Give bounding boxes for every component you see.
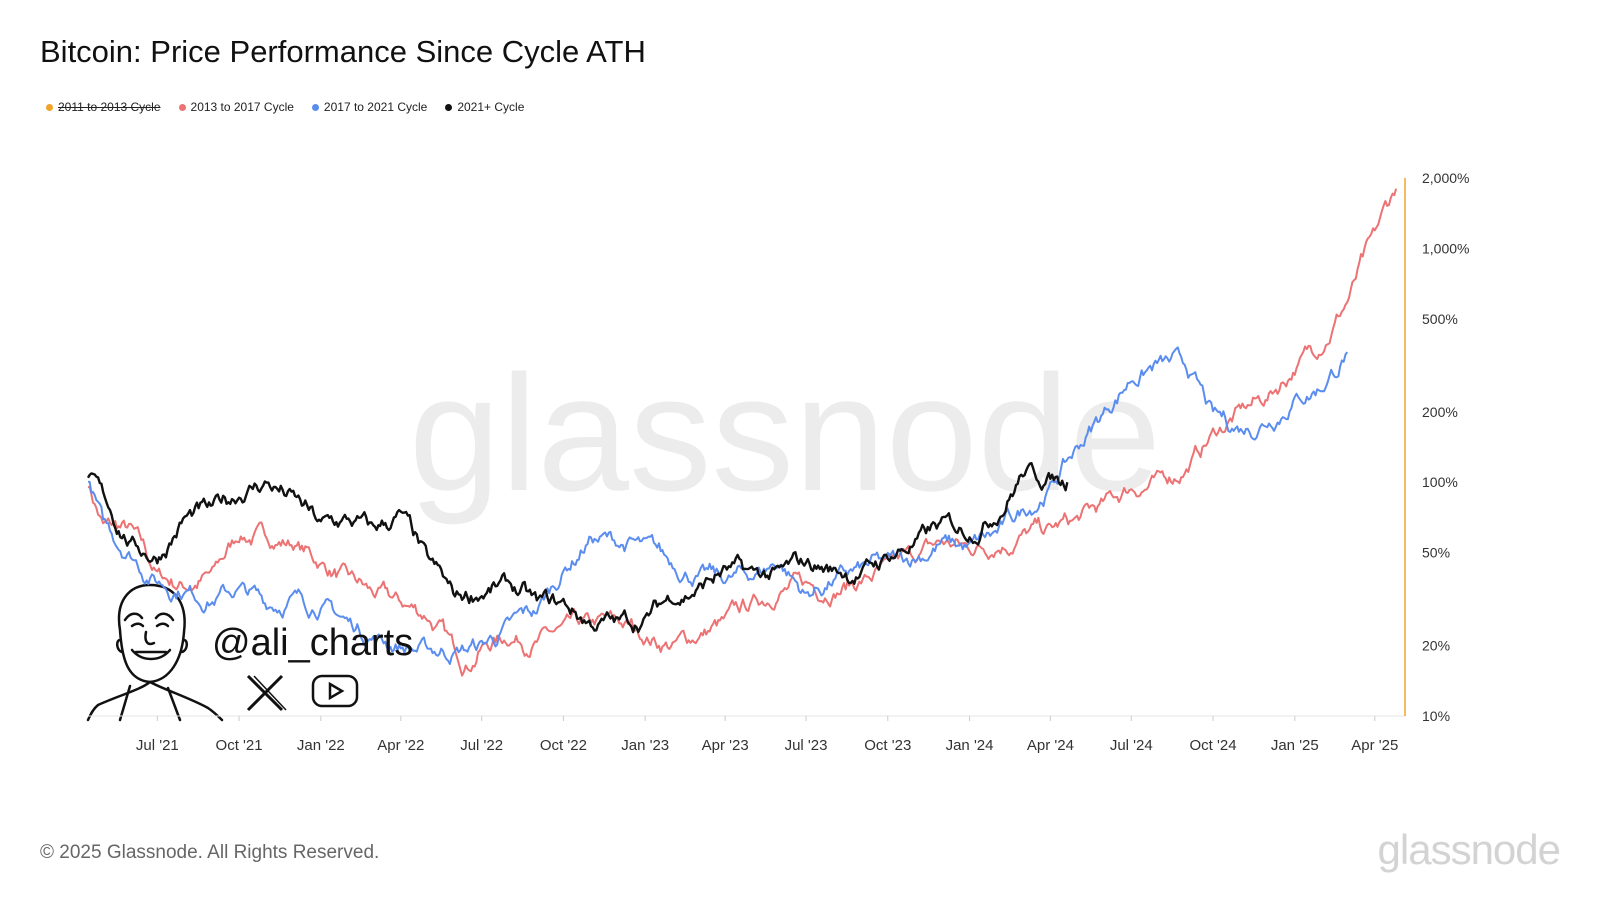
y-tick-label: 500%	[1422, 311, 1458, 327]
series-line-2017-to-2021-cycle[interactable]	[87, 346, 1349, 665]
y-tick-label: 1,000%	[1422, 240, 1469, 256]
series-line-2013-to-2017-cycle[interactable]	[88, 188, 1398, 677]
series-line-2021-cycle[interactable]	[86, 462, 1069, 634]
series-layer	[86, 188, 1398, 677]
x-tick-label: Apr '22	[377, 737, 424, 754]
glassnode-logo: glassnode	[1377, 826, 1561, 873]
copyright-text: © 2025 Glassnode. All Rights Reserved.	[40, 842, 380, 863]
chart-title: Bitcoin: Price Performance Since Cycle A…	[40, 34, 646, 69]
x-tick-label: Oct '22	[540, 737, 587, 754]
legend-item-2013-2017[interactable]: 2013 to 2017 Cycle	[178, 100, 294, 114]
legend-label: 2011 to 2013 Cycle	[58, 100, 161, 114]
legend-dot-icon	[46, 103, 53, 111]
x-tick-label: Apr '25	[1351, 737, 1398, 754]
legend-label: 2013 to 2017 Cycle	[190, 100, 294, 114]
y-tick-label: 200%	[1422, 404, 1458, 420]
watermark: glassnode	[409, 341, 1161, 525]
x-tick-label: Oct '24	[1190, 737, 1237, 754]
legend: 2011 to 2013 Cycle 2013 to 2017 Cycle 20…	[46, 100, 524, 114]
y-tick-label: 2,000%	[1422, 170, 1469, 186]
x-logo-icon[interactable]	[244, 672, 288, 714]
x-axis: Jul '21 Oct '21 Jan '22 Apr '22 Jul '22 Oct '…	[88, 715, 1405, 754]
legend-item-2011-2013[interactable]: 2011 to 2013 Cycle	[46, 100, 161, 114]
y-tick-label: 10%	[1422, 708, 1450, 724]
x-tick-label: Apr '24	[1027, 737, 1074, 754]
youtube-play-icon[interactable]	[310, 672, 362, 712]
x-tick-label: Jan '25	[1271, 737, 1319, 754]
x-tick-label: Jan '24	[946, 737, 994, 754]
x-tick-label: Jul '21	[136, 737, 179, 754]
x-tick-label: Oct '23	[864, 737, 911, 754]
legend-label: 2021+ Cycle	[457, 100, 525, 114]
y-tick-label: 100%	[1422, 474, 1458, 490]
caricature-avatar	[86, 583, 224, 722]
social-handle: @ali_charts	[212, 622, 414, 664]
y-tick-label: 20%	[1422, 638, 1450, 654]
y-axis: 10% 20% 50% 100% 200% 500% 1,000% 2,000%	[1404, 170, 1469, 724]
x-tick-label: Jul '22	[460, 737, 503, 754]
x-tick-label: Jul '23	[785, 737, 828, 754]
x-tick-label: Jan '23	[621, 737, 669, 754]
legend-dot-icon	[445, 103, 453, 111]
legend-dot-icon	[178, 103, 186, 111]
x-tick-label: Jul '24	[1110, 737, 1153, 754]
legend-dot-icon	[311, 103, 319, 111]
legend-item-2021-plus[interactable]: 2021+ Cycle	[445, 100, 524, 114]
x-tick-label: Jan '22	[297, 737, 345, 754]
legend-item-2017-2021[interactable]: 2017 to 2021 Cycle	[311, 100, 428, 114]
x-tick-label: Oct '21	[216, 737, 263, 754]
legend-label: 2017 to 2021 Cycle	[323, 100, 428, 114]
x-tick-label: Apr '23	[702, 737, 749, 754]
y-tick-label: 50%	[1422, 545, 1450, 561]
